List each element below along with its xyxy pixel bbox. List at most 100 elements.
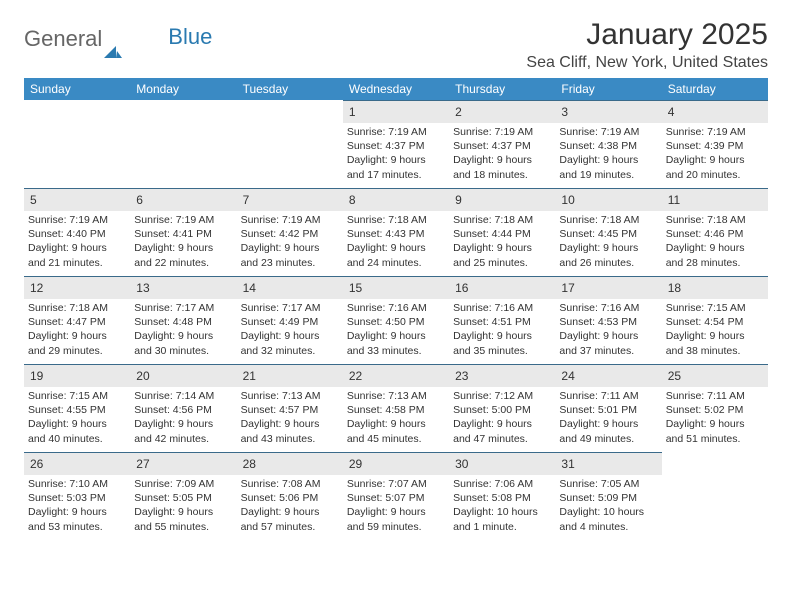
sunrise-line: Sunrise: 7:18 AM	[347, 213, 445, 227]
sunset-line: Sunset: 4:39 PM	[666, 139, 764, 153]
calendar-day-cell: 31Sunrise: 7:05 AMSunset: 5:09 PMDayligh…	[555, 452, 661, 540]
calendar-day-cell: 6Sunrise: 7:19 AMSunset: 4:41 PMDaylight…	[130, 188, 236, 276]
calendar-day-cell: 27Sunrise: 7:09 AMSunset: 5:05 PMDayligh…	[130, 452, 236, 540]
daylight-line: Daylight: 9 hours and 18 minutes.	[453, 153, 551, 181]
sunrise-line: Sunrise: 7:05 AM	[559, 477, 657, 491]
day-content: 5Sunrise: 7:19 AMSunset: 4:40 PMDaylight…	[24, 188, 130, 276]
day-details: Sunrise: 7:11 AMSunset: 5:01 PMDaylight:…	[559, 389, 657, 446]
daylight-line: Daylight: 9 hours and 45 minutes.	[347, 417, 445, 445]
weekday-header: Tuesday	[237, 78, 343, 100]
weekday-header: Friday	[555, 78, 661, 100]
page-header: GeneralBlue January 2025 Sea Cliff, New …	[24, 18, 768, 72]
weekday-header: Thursday	[449, 78, 555, 100]
day-details: Sunrise: 7:08 AMSunset: 5:06 PMDaylight:…	[241, 477, 339, 534]
calendar-day-cell: 7 Sunrise: 7:19 AMSunset: 4:42 PMDaylight…	[237, 188, 343, 276]
day-number-row: 21	[237, 365, 343, 387]
daylight-line: Daylight: 9 hours and 43 minutes.	[241, 417, 339, 445]
day-number: 7	[243, 193, 250, 207]
sunrise-line: Sunrise: 7:17 AM	[241, 301, 339, 315]
day-number: 26	[30, 457, 43, 471]
day-content: 25Sunrise: 7:11 AMSunset: 5:02 PMDayligh…	[662, 364, 768, 452]
empty	[662, 452, 768, 540]
sunset-line: Sunset: 4:43 PM	[347, 227, 445, 241]
day-content: 24Sunrise: 7:11 AMSunset: 5:01 PMDayligh…	[555, 364, 661, 452]
calendar-day-cell: 30Sunrise: 7:06 AMSunset: 5:08 PMDayligh…	[449, 452, 555, 540]
sunrise-line: Sunrise: 7:11 AM	[666, 389, 764, 403]
calendar-day-cell: 2Sunrise: 7:19 AMSunset: 4:37 PMDaylight…	[449, 100, 555, 188]
day-number: 1	[349, 105, 356, 119]
weekday-header: Sunday	[24, 78, 130, 100]
sunset-line: Sunset: 5:02 PM	[666, 403, 764, 417]
day-details: Sunrise: 7:19 AMSunset: 4:42 PMDaylight:…	[241, 213, 339, 270]
weekday-header: Saturday	[662, 78, 768, 100]
day-details: Sunrise: 7:16 AMSunset: 4:53 PMDaylight:…	[559, 301, 657, 358]
day-content: 22Sunrise: 7:13 AMSunset: 4:58 PMDayligh…	[343, 364, 449, 452]
sunrise-line: Sunrise: 7:18 AM	[559, 213, 657, 227]
day-number: 8	[349, 193, 356, 207]
day-number: 22	[349, 369, 362, 383]
day-number: 9	[455, 193, 462, 207]
day-number-row: 8	[343, 189, 449, 211]
day-content: 15Sunrise: 7:16 AMSunset: 4:50 PMDayligh…	[343, 276, 449, 364]
weekday-header: Wednesday	[343, 78, 449, 100]
calendar-table: SundayMondayTuesdayWednesdayThursdayFrid…	[24, 78, 768, 540]
sunset-line: Sunset: 4:56 PM	[134, 403, 232, 417]
daylight-line: Daylight: 10 hours and 1 minute.	[453, 505, 551, 533]
day-details: Sunrise: 7:12 AMSunset: 5:00 PMDaylight:…	[453, 389, 551, 446]
day-number: 3	[561, 105, 568, 119]
day-content: 14Sunrise: 7:17 AMSunset: 4:49 PMDayligh…	[237, 276, 343, 364]
sunrise-line: Sunrise: 7:19 AM	[453, 125, 551, 139]
day-content: 30Sunrise: 7:06 AMSunset: 5:08 PMDayligh…	[449, 452, 555, 540]
day-content: 3 Sunrise: 7:19 AMSunset: 4:38 PMDaylight…	[555, 100, 661, 188]
day-details: Sunrise: 7:17 AMSunset: 4:49 PMDaylight:…	[241, 301, 339, 358]
sunrise-line: Sunrise: 7:16 AM	[453, 301, 551, 315]
day-details: Sunrise: 7:18 AMSunset: 4:44 PMDaylight:…	[453, 213, 551, 270]
day-number-row: 31	[555, 453, 661, 475]
calendar-week-row: 1Sunrise: 7:19 AMSunset: 4:37 PMDaylight…	[24, 100, 768, 188]
sunrise-line: Sunrise: 7:10 AM	[28, 477, 126, 491]
sunset-line: Sunset: 5:09 PM	[559, 491, 657, 505]
weekday-header-row: SundayMondayTuesdayWednesdayThursdayFrid…	[24, 78, 768, 100]
day-number: 31	[561, 457, 574, 471]
daylight-line: Daylight: 9 hours and 35 minutes.	[453, 329, 551, 357]
day-details: Sunrise: 7:18 AMSunset: 4:46 PMDaylight:…	[666, 213, 764, 270]
calendar-day-cell: 19Sunrise: 7:15 AMSunset: 4:55 PMDayligh…	[24, 364, 130, 452]
sunset-line: Sunset: 5:00 PM	[453, 403, 551, 417]
daylight-line: Daylight: 9 hours and 57 minutes.	[241, 505, 339, 533]
day-content: 17Sunrise: 7:16 AMSunset: 4:53 PMDayligh…	[555, 276, 661, 364]
calendar-day-cell: 28Sunrise: 7:08 AMSunset: 5:06 PMDayligh…	[237, 452, 343, 540]
calendar-empty-cell	[662, 452, 768, 540]
sunset-line: Sunset: 4:40 PM	[28, 227, 126, 241]
day-number: 16	[455, 281, 468, 295]
calendar-empty-cell	[130, 100, 236, 188]
day-content: 11 Sunrise: 7:18 AMSunset: 4:46 PMDayligh…	[662, 188, 768, 276]
day-details: Sunrise: 7:19 AMSunset: 4:38 PMDaylight:…	[559, 125, 657, 182]
sunset-line: Sunset: 4:44 PM	[453, 227, 551, 241]
day-details: Sunrise: 7:14 AMSunset: 4:56 PMDaylight:…	[134, 389, 232, 446]
day-number: 11	[668, 193, 680, 207]
calendar-day-cell: 25Sunrise: 7:11 AMSunset: 5:02 PMDayligh…	[662, 364, 768, 452]
sunset-line: Sunset: 4:47 PM	[28, 315, 126, 329]
day-number-row: 24	[555, 365, 661, 387]
sunrise-calendar-page: GeneralBlue January 2025 Sea Cliff, New …	[0, 0, 792, 612]
day-number: 27	[136, 457, 149, 471]
sunset-line: Sunset: 5:05 PM	[134, 491, 232, 505]
day-content: 12Sunrise: 7:18 AMSunset: 4:47 PMDayligh…	[24, 276, 130, 364]
daylight-line: Daylight: 9 hours and 17 minutes.	[347, 153, 445, 181]
day-number-row: 19	[24, 365, 130, 387]
day-number-row: 1	[343, 101, 449, 123]
daylight-line: Daylight: 9 hours and 23 minutes.	[241, 241, 339, 269]
daylight-line: Daylight: 9 hours and 19 minutes.	[559, 153, 657, 181]
day-number-row: 25	[662, 365, 768, 387]
sunset-line: Sunset: 5:08 PM	[453, 491, 551, 505]
sunset-line: Sunset: 5:07 PM	[347, 491, 445, 505]
empty	[237, 100, 343, 188]
sunrise-line: Sunrise: 7:15 AM	[666, 301, 764, 315]
day-content: 4Sunrise: 7:19 AMSunset: 4:39 PMDaylight…	[662, 100, 768, 188]
day-number-row: 17	[555, 277, 661, 299]
sunset-line: Sunset: 4:49 PM	[241, 315, 339, 329]
calendar-day-cell: 5Sunrise: 7:19 AMSunset: 4:40 PMDaylight…	[24, 188, 130, 276]
title-block: January 2025 Sea Cliff, New York, United…	[526, 18, 768, 72]
sunrise-line: Sunrise: 7:11 AM	[559, 389, 657, 403]
day-details: Sunrise: 7:18 AMSunset: 4:43 PMDaylight:…	[347, 213, 445, 270]
